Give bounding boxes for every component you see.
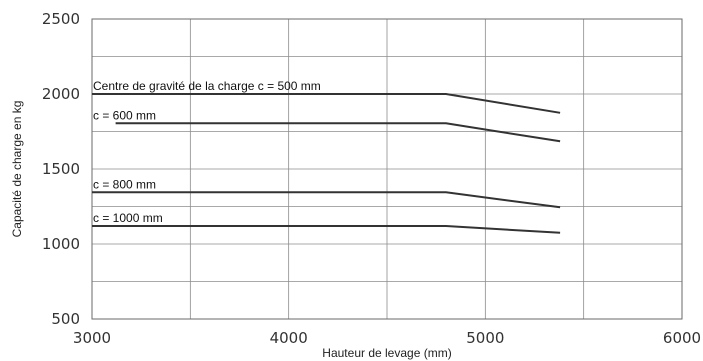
series-label: c = 600 mm — [93, 108, 156, 122]
y-tick-label: 1000 — [42, 235, 80, 253]
series-line — [92, 225, 561, 234]
y-tick-labels: 500 1000 1500 2000 2500 — [42, 10, 80, 328]
y-tick-label: 2500 — [42, 10, 80, 28]
x-tick-label: 5000 — [466, 329, 504, 347]
x-tick-label: 4000 — [270, 329, 308, 347]
y-axis-label: Capacité de charge en kg — [10, 101, 24, 238]
y-tick-label: 1500 — [42, 160, 80, 178]
series-line — [115, 122, 561, 143]
series-line — [92, 93, 561, 114]
x-axis-label: Hauteur de levage (mm) — [322, 346, 451, 360]
y-tick-label: 500 — [51, 310, 80, 328]
plot-frame — [91, 18, 683, 320]
series-label: c = 1000 mm — [93, 211, 163, 225]
x-tick-label: 3000 — [73, 329, 111, 347]
x-tick-label: 6000 — [663, 329, 701, 347]
series-lines — [92, 93, 561, 234]
x-tick-labels: 3000 4000 5000 6000 — [73, 329, 701, 347]
grid — [92, 19, 682, 319]
y-tick-label: 2000 — [42, 85, 80, 103]
series-line — [92, 191, 561, 209]
series-label: c = 800 mm — [93, 177, 156, 191]
series-label: Centre de gravité de la charge c = 500 m… — [93, 79, 321, 93]
series-labels: Centre de gravité de la charge c = 500 m… — [93, 79, 321, 225]
